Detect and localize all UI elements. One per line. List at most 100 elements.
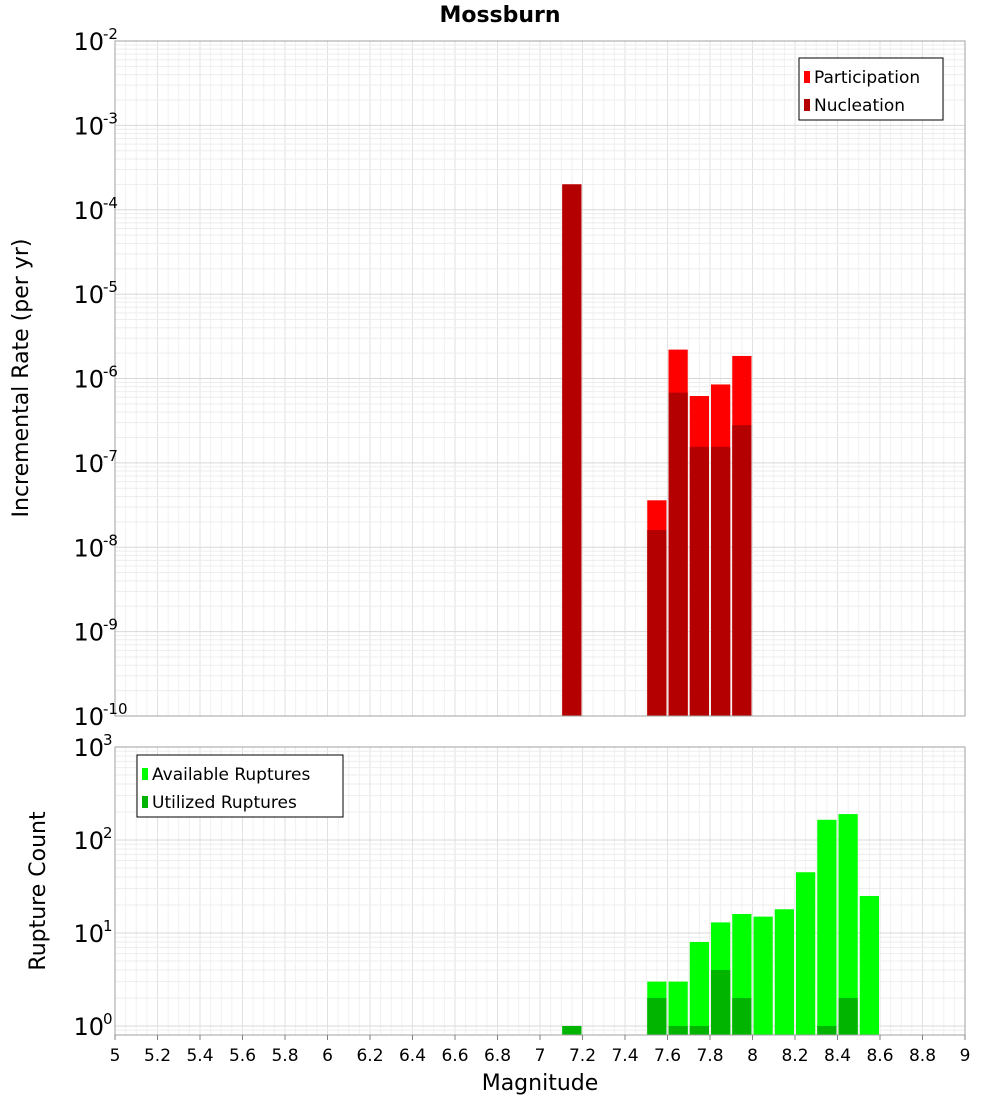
rate-plot-frame [114, 40, 966, 717]
y-tick-exponent: -2 [103, 25, 118, 43]
bar-available-ruptures [859, 895, 879, 1035]
y-tick-label: 10 0 [73, 1010, 112, 1041]
bar-utilized-ruptures [647, 997, 667, 1035]
legend-box [798, 57, 944, 121]
y-tick-label: 10 -3 [73, 109, 118, 140]
bar-available-ruptures [796, 872, 816, 1035]
x-tick-label: 5.4 [186, 1046, 213, 1066]
x-tick-label: 5.2 [144, 1046, 171, 1066]
x-tick-label: 7.8 [696, 1046, 723, 1066]
y-tick-base: 10 [73, 619, 104, 647]
rate-bars [562, 184, 752, 717]
y-tick-label: 10 -5 [73, 278, 118, 309]
x-tick-label: 7.4 [611, 1046, 638, 1066]
legend-label: Participation [814, 68, 920, 88]
y-tick-label: 10 3 [73, 731, 112, 762]
bar-utilized-ruptures [838, 997, 858, 1035]
y-tick-label: 10 2 [73, 824, 112, 855]
y-tick-label: 10 -4 [73, 194, 118, 225]
y-tick-label: 10 -6 [73, 363, 118, 394]
legend-label: Nucleation [814, 96, 905, 116]
legend-box [136, 754, 344, 818]
x-tick-label: 6 [322, 1046, 333, 1066]
y-tick-exponent: -8 [103, 531, 118, 549]
y-tick-base: 10 [73, 827, 104, 855]
x-tick-label: 6.4 [399, 1046, 426, 1066]
x-tick-label: 9 [960, 1046, 971, 1066]
y-tick-label: 10 -8 [73, 531, 118, 562]
y-tick-base: 10 [73, 703, 104, 731]
y-tick-exponent: -5 [103, 278, 118, 296]
y-tick-label: 10 -10 [73, 700, 127, 731]
y-tick-exponent: 3 [103, 731, 113, 749]
y-tick-exponent: -10 [103, 700, 128, 718]
y-tick-base: 10 [73, 450, 104, 478]
y-tick-base: 10 [73, 197, 104, 225]
x-tick-label: 7 [535, 1046, 546, 1066]
rate-y-axis-label: Incremental Rate (per yr) [9, 239, 34, 518]
bar-available-ruptures [838, 814, 858, 1035]
y-tick-base: 10 [73, 734, 104, 762]
x-tick-label: 7.6 [654, 1046, 681, 1066]
magnitude-x-ticks: 5 5.2 5.4 5.6 5.8 6 6.2 6.4 6.6 6.8 7 7.2 7.4 7.6 7.8 8… [110, 1035, 971, 1066]
y-tick-exponent: 0 [103, 1010, 113, 1028]
bar-utilized-ruptures [668, 1025, 688, 1035]
bar-available-ruptures [668, 981, 688, 1035]
bar-nucleation [689, 446, 709, 716]
legend-label: Utilized Ruptures [152, 793, 297, 813]
bar-nucleation [732, 425, 752, 716]
x-tick-label: 8.4 [824, 1046, 851, 1066]
bar-utilized-ruptures [732, 997, 752, 1035]
x-tick-label: 5 [110, 1046, 121, 1066]
rate-legend: Participation Nucleation [798, 57, 944, 121]
y-tick-base: 10 [73, 281, 104, 309]
x-tick-label: 6.8 [484, 1046, 511, 1066]
x-tick-label: 5.8 [271, 1046, 298, 1066]
y-tick-exponent: -9 [103, 616, 118, 634]
y-tick-base: 10 [73, 534, 104, 562]
bar-nucleation [647, 530, 667, 716]
chart-title: Mossburn [439, 3, 560, 28]
x-tick-label: 6.6 [441, 1046, 468, 1066]
legend-swatch [142, 768, 148, 780]
count-y-axis-label: Rupture Count [26, 811, 51, 971]
y-tick-label: 10 -7 [73, 447, 118, 478]
y-tick-base: 10 [73, 920, 104, 948]
y-tick-label: 10 1 [73, 917, 112, 948]
y-tick-exponent: 1 [103, 917, 113, 935]
y-tick-base: 10 [73, 1013, 104, 1041]
x-axis-label: Magnitude [482, 1071, 599, 1096]
bar-nucleation [711, 446, 731, 716]
bar-available-ruptures [774, 909, 794, 1035]
y-tick-base: 10 [73, 112, 104, 140]
legend-swatch [804, 99, 810, 111]
y-tick-exponent: 2 [103, 824, 113, 842]
bar-utilized-ruptures [689, 1025, 709, 1035]
y-tick-label: 10 -2 [73, 25, 118, 56]
x-tick-label: 8 [747, 1046, 758, 1066]
y-tick-base: 10 [73, 28, 104, 56]
legend-swatch [142, 796, 148, 808]
y-tick-exponent: -7 [103, 447, 118, 465]
x-tick-label: 8.2 [781, 1046, 808, 1066]
count-bars [562, 814, 879, 1035]
legend-swatch [804, 71, 810, 83]
x-tick-label: 6.2 [356, 1046, 383, 1066]
bar-utilized-ruptures [817, 1025, 837, 1035]
count-legend: Available Ruptures Utilized Ruptures [136, 754, 344, 818]
rate-grid [114, 40, 966, 717]
bar-utilized-ruptures [711, 969, 731, 1035]
bar-available-ruptures [753, 916, 773, 1035]
y-tick-exponent: -6 [103, 363, 118, 381]
x-tick-label: 8.8 [909, 1046, 936, 1066]
bar-nucleation [668, 392, 688, 716]
x-tick-label: 5.6 [229, 1046, 256, 1066]
y-tick-exponent: -3 [103, 109, 118, 127]
y-tick-label: 10 -9 [73, 616, 118, 647]
bar-nucleation [562, 184, 582, 717]
